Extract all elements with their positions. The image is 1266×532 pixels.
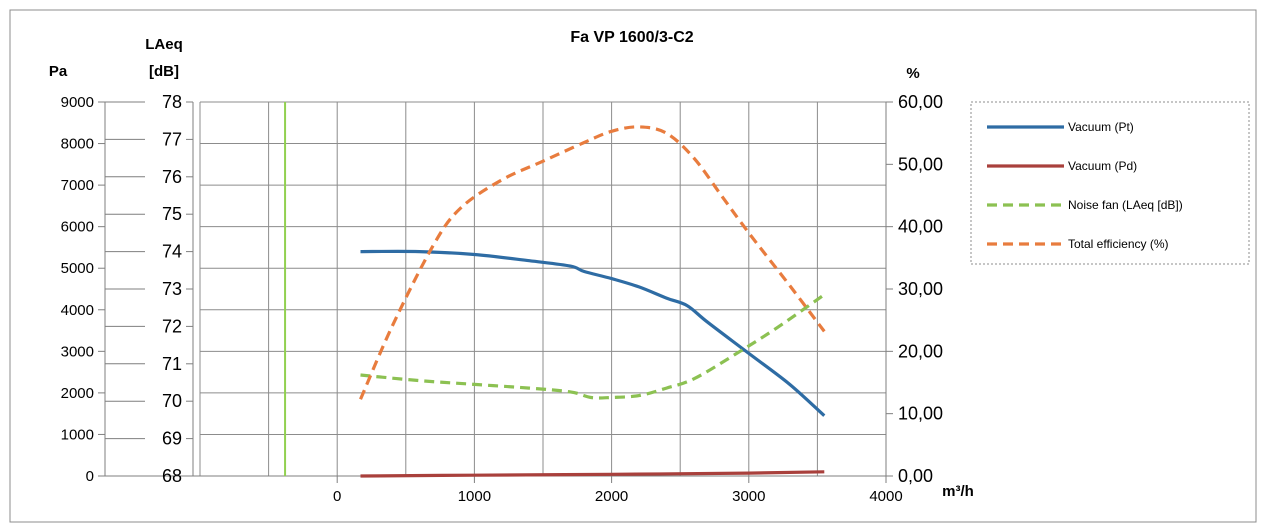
percent-tick-label: 30,00 bbox=[898, 279, 943, 299]
laeq-tick-label: 69 bbox=[162, 429, 182, 449]
series-line-noise-fan-laeq-db bbox=[360, 293, 826, 400]
pa-tick-label: 1000 bbox=[61, 426, 94, 443]
series-layer bbox=[284, 102, 826, 478]
laeq-tick-label: 78 bbox=[162, 92, 182, 112]
x-tick-label: 3000 bbox=[732, 488, 765, 505]
laeq-tick-label: 68 bbox=[162, 466, 182, 486]
pa-tick-label: 8000 bbox=[61, 136, 94, 153]
pa-tick-label: 4000 bbox=[61, 302, 94, 319]
laeq-tick-label: 73 bbox=[162, 279, 182, 299]
x-tick-label: 2000 bbox=[595, 488, 628, 505]
laeq-tick-label: 74 bbox=[162, 242, 182, 262]
percent-tick-label: 60,00 bbox=[898, 92, 943, 112]
pa-tick-label: 3000 bbox=[61, 343, 94, 360]
y-axis-pa-title: Pa bbox=[49, 63, 68, 80]
laeq-tick-label: 77 bbox=[162, 129, 182, 149]
percent-tick-label: 20,00 bbox=[898, 341, 943, 361]
chart-frame bbox=[9, 9, 1257, 523]
legend-box bbox=[970, 101, 1250, 265]
pa-tick-label: 9000 bbox=[61, 94, 94, 111]
laeq-tick-label: 72 bbox=[162, 316, 182, 336]
x-axis-title: m³/h bbox=[942, 483, 974, 500]
x-tick-label: 0 bbox=[333, 488, 341, 505]
legend-label-noise-fan-laeq-db: Noise fan (LAeq [dB]) bbox=[1068, 198, 1183, 212]
legend-label-vacuum-pt: Vacuum (Pt) bbox=[1068, 120, 1134, 134]
laeq-tick-label: 70 bbox=[162, 391, 182, 411]
y-axis-laeq-title-line1: LAeq bbox=[145, 36, 183, 53]
pa-tick-label: 5000 bbox=[61, 260, 94, 277]
pa-tick-label: 2000 bbox=[61, 385, 94, 402]
laeq-tick-label: 71 bbox=[162, 354, 182, 374]
laeq-tick-label: 76 bbox=[162, 167, 182, 187]
legend-label-total-efficiency: Total efficiency (%) bbox=[1068, 237, 1168, 251]
percent-tick-label: 40,00 bbox=[898, 217, 943, 237]
grid-layer bbox=[199, 101, 887, 477]
pa-tick-label: 7000 bbox=[61, 177, 94, 194]
y-axis-laeq-title-line2: [dB] bbox=[149, 63, 179, 80]
series-line-vacuum-pd bbox=[360, 470, 825, 478]
pa-tick-label: 6000 bbox=[61, 219, 94, 236]
y-axis-percent-title: % bbox=[906, 65, 919, 82]
x-tick-label: 1000 bbox=[458, 488, 491, 505]
laeq-tick-label: 75 bbox=[162, 204, 182, 224]
series-line-vacuum-pt bbox=[360, 249, 826, 417]
chart-title: Fa VP 1600/3-C2 bbox=[570, 29, 693, 46]
x-tick-label: 4000 bbox=[869, 488, 902, 505]
percent-tick-label: 0,00 bbox=[898, 466, 933, 486]
tick-labels-layer: 0 1000 2000 3000 4000 5000 6000 7000 8000 9000 0 10… bbox=[61, 92, 943, 505]
series-line-total-efficiency bbox=[359, 125, 826, 400]
legend: Vacuum (Pt) Vacuum (Pd) Noise fan (LAeq [d… bbox=[970, 101, 1250, 265]
legend-label-vacuum-pd: Vacuum (Pd) bbox=[1068, 159, 1137, 173]
percent-tick-label: 50,00 bbox=[898, 154, 943, 174]
pa-tick-label: 0 bbox=[86, 468, 94, 485]
percent-tick-label: 10,00 bbox=[898, 404, 943, 424]
